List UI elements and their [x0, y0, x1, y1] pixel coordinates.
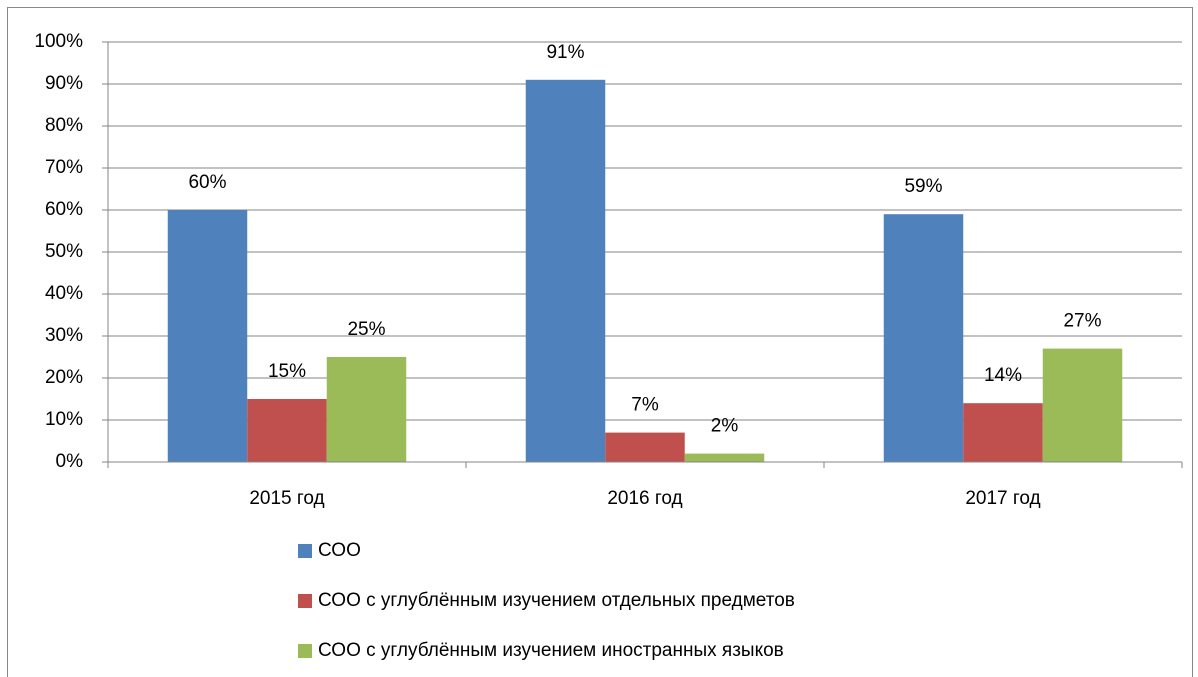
- x-tick-label: 2015 год: [249, 488, 324, 509]
- bar: [1042, 348, 1123, 462]
- legend-swatch: [298, 544, 312, 558]
- data-label: 91%: [546, 42, 584, 63]
- y-tick-label: 90%: [45, 73, 83, 94]
- bar: [883, 214, 964, 462]
- y-tick-label: 60%: [45, 199, 83, 220]
- y-tick-label: 50%: [45, 241, 83, 262]
- y-tick-label: 70%: [45, 157, 83, 178]
- legend-label: СОО: [318, 540, 361, 561]
- data-label: 60%: [188, 172, 226, 193]
- data-label: 15%: [268, 361, 306, 382]
- legend-swatch: [298, 594, 312, 608]
- data-label: 7%: [631, 395, 659, 416]
- legend-label: СОО с углублённым изучением отдельных пр…: [318, 590, 795, 611]
- x-tick-label: 2017 год: [965, 488, 1040, 509]
- data-label: 25%: [347, 319, 385, 340]
- data-label: 27%: [1063, 311, 1101, 332]
- legend-label: СОО с углублённым изучением иностранных …: [318, 640, 784, 661]
- x-tick-label: 2016 год: [607, 488, 682, 509]
- y-tick-label: 30%: [45, 325, 83, 346]
- y-tick-label: 10%: [45, 409, 83, 430]
- y-tick-label: 0%: [56, 451, 84, 472]
- data-label: 2%: [711, 416, 739, 437]
- bar: [247, 399, 327, 462]
- bar: [167, 210, 248, 462]
- bar: [326, 357, 407, 462]
- data-label: 14%: [984, 365, 1022, 386]
- bar: [684, 453, 765, 462]
- y-tick-label: 80%: [45, 115, 83, 136]
- bar: [963, 403, 1043, 462]
- bar: [525, 79, 606, 463]
- y-tick-label: 100%: [34, 31, 83, 52]
- legend-swatch: [298, 644, 312, 658]
- bar: [605, 432, 685, 462]
- y-tick-label: 20%: [45, 367, 83, 388]
- data-label: 59%: [904, 176, 942, 197]
- y-tick-label: 40%: [45, 283, 83, 304]
